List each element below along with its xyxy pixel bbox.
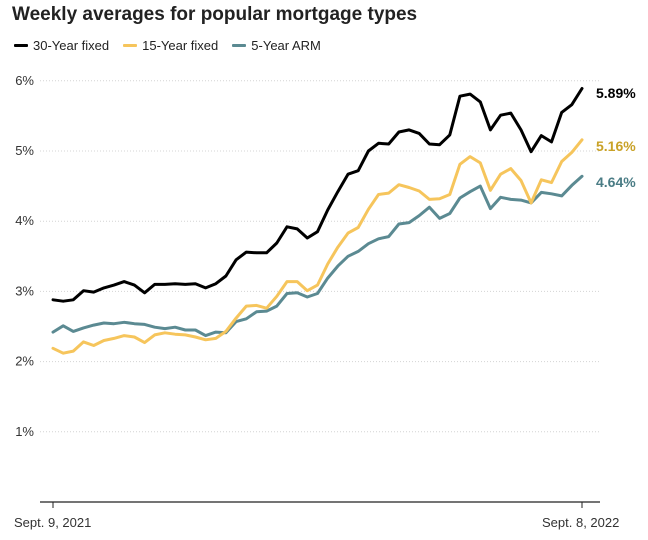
- series-lines: [51, 87, 584, 355]
- end-label-0: 5.89%: [596, 85, 636, 101]
- legend-swatch-5-year-arm: [232, 44, 247, 47]
- y-tick-label-4: 4%: [15, 213, 34, 228]
- y-tick-label-1: 1%: [15, 424, 34, 439]
- y-tick-label-3: 3%: [15, 283, 34, 298]
- legend-label-5-year-arm: 5-Year ARM: [251, 38, 321, 53]
- y-axis-ticks: 1% 2% 3% 4% 5% 6%: [15, 73, 34, 439]
- series-line-2: [51, 174, 584, 338]
- legend-item-5-year-arm: 5-Year ARM: [232, 38, 321, 53]
- legend: 30-Year fixed 15-Year fixed 5-Year ARM: [14, 38, 321, 53]
- grid-lines: [40, 80, 600, 433]
- legend-label-15-year: 15-Year fixed: [142, 38, 219, 53]
- x-tick-label-start: Sept. 9, 2021: [14, 515, 91, 530]
- y-tick-label-2: 2%: [15, 354, 34, 369]
- end-label-1: 5.16%: [596, 138, 636, 154]
- x-tick-label-end: Sept. 8, 2022: [542, 515, 619, 530]
- series-line-0: [51, 87, 584, 303]
- series-line-1: [51, 138, 584, 355]
- legend-swatch-30-year: [14, 44, 28, 47]
- y-tick-label-6: 6%: [15, 73, 34, 88]
- legend-swatch-15-year: [123, 44, 138, 47]
- chart-title: Weekly averages for popular mortgage typ…: [12, 4, 418, 25]
- legend-item-15-year: 15-Year fixed: [123, 38, 218, 53]
- legend-label-30-year: 30-Year fixed: [33, 38, 110, 53]
- end-label-2: 4.64%: [596, 174, 636, 190]
- end-labels: 5.89% 5.16% 4.64%: [596, 85, 636, 190]
- y-tick-label-5: 5%: [15, 143, 34, 158]
- legend-item-30-year: 30-Year fixed: [14, 38, 109, 53]
